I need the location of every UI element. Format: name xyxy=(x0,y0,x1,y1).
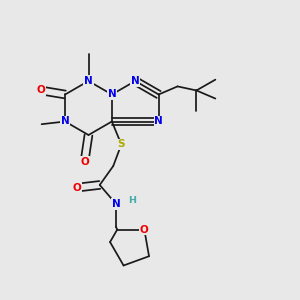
Text: N: N xyxy=(61,116,70,127)
Text: H: H xyxy=(128,196,136,205)
Text: O: O xyxy=(80,157,89,167)
Text: O: O xyxy=(72,183,81,193)
Text: N: N xyxy=(84,76,93,86)
Text: N: N xyxy=(84,76,93,86)
Text: O: O xyxy=(140,225,149,235)
Text: N: N xyxy=(131,76,140,86)
Text: O: O xyxy=(36,85,45,95)
Text: N: N xyxy=(154,116,163,127)
Text: N: N xyxy=(112,199,120,209)
Text: S: S xyxy=(118,140,125,149)
Text: N: N xyxy=(107,89,116,100)
Text: N: N xyxy=(61,116,70,127)
